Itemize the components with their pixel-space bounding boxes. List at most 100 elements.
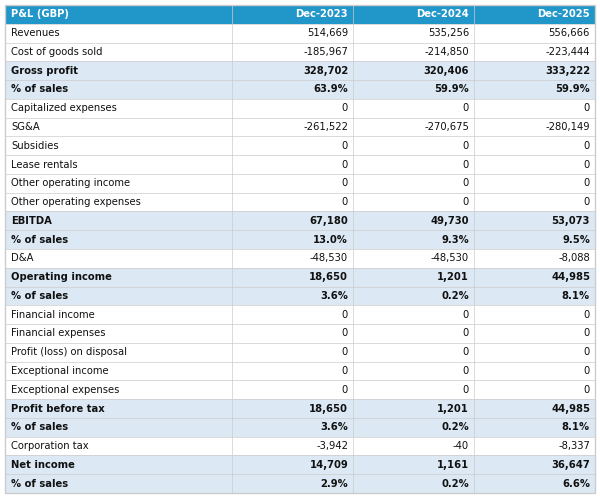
Text: 0: 0 — [342, 385, 348, 395]
Bar — [474, 230, 595, 249]
Bar — [5, 456, 232, 474]
Text: 44,985: 44,985 — [551, 272, 590, 282]
Bar — [474, 80, 595, 99]
Bar — [353, 80, 474, 99]
Bar — [353, 118, 474, 136]
Bar — [474, 24, 595, 42]
Text: 0.2%: 0.2% — [442, 291, 469, 301]
Bar — [5, 99, 232, 118]
Bar — [353, 380, 474, 399]
Text: 0: 0 — [342, 310, 348, 320]
Text: 2.9%: 2.9% — [320, 479, 348, 489]
Bar — [474, 286, 595, 305]
Text: 0: 0 — [342, 197, 348, 207]
Bar — [5, 80, 232, 99]
Text: 0: 0 — [342, 159, 348, 169]
Text: 18,650: 18,650 — [309, 403, 348, 413]
Text: 0.2%: 0.2% — [442, 479, 469, 489]
Bar — [232, 343, 353, 362]
Text: -185,967: -185,967 — [303, 47, 348, 57]
Text: 333,222: 333,222 — [545, 66, 590, 76]
Bar — [474, 437, 595, 456]
Text: Profit (loss) on disposal: Profit (loss) on disposal — [11, 347, 127, 357]
Bar — [353, 474, 474, 493]
Bar — [232, 230, 353, 249]
Bar — [232, 118, 353, 136]
Bar — [232, 268, 353, 286]
Bar — [474, 268, 595, 286]
Bar — [353, 5, 474, 24]
Text: -214,850: -214,850 — [424, 47, 469, 57]
Text: 0: 0 — [584, 141, 590, 151]
Bar — [232, 193, 353, 212]
Text: Exceptional income: Exceptional income — [11, 366, 109, 376]
Text: -8,337: -8,337 — [558, 441, 590, 451]
Text: D&A: D&A — [11, 253, 34, 263]
Text: 0: 0 — [584, 347, 590, 357]
Text: 0: 0 — [463, 329, 469, 339]
Bar — [5, 118, 232, 136]
Bar — [5, 42, 232, 61]
Text: 18,650: 18,650 — [309, 272, 348, 282]
Bar — [232, 80, 353, 99]
Bar — [5, 380, 232, 399]
Bar — [232, 136, 353, 155]
Bar — [353, 24, 474, 42]
Text: 9.3%: 9.3% — [442, 235, 469, 245]
Bar — [5, 437, 232, 456]
Text: 49,730: 49,730 — [431, 216, 469, 226]
Text: 0: 0 — [584, 159, 590, 169]
Text: Financial income: Financial income — [11, 310, 95, 320]
Bar — [474, 362, 595, 380]
Bar — [5, 474, 232, 493]
Text: 0: 0 — [584, 178, 590, 188]
Text: 0: 0 — [584, 103, 590, 113]
Bar — [5, 230, 232, 249]
Bar — [353, 249, 474, 268]
Bar — [474, 212, 595, 230]
Text: Cost of goods sold: Cost of goods sold — [11, 47, 103, 57]
Bar — [232, 380, 353, 399]
Bar — [5, 305, 232, 324]
Bar — [474, 5, 595, 24]
Text: 1,201: 1,201 — [437, 272, 469, 282]
Text: 0: 0 — [584, 366, 590, 376]
Text: 63.9%: 63.9% — [313, 85, 348, 95]
Text: Gross profit: Gross profit — [11, 66, 78, 76]
Bar — [5, 324, 232, 343]
Text: Operating income: Operating income — [11, 272, 112, 282]
Bar — [232, 212, 353, 230]
Text: 3.6%: 3.6% — [320, 291, 348, 301]
Bar — [232, 305, 353, 324]
Text: Corporation tax: Corporation tax — [11, 441, 89, 451]
Bar — [5, 136, 232, 155]
Bar — [474, 136, 595, 155]
Text: -8,088: -8,088 — [558, 253, 590, 263]
Bar — [232, 286, 353, 305]
Text: 0: 0 — [463, 141, 469, 151]
Text: 0: 0 — [584, 329, 590, 339]
Bar — [232, 324, 353, 343]
Bar — [353, 42, 474, 61]
Bar — [474, 155, 595, 174]
Bar — [232, 42, 353, 61]
Text: 0: 0 — [342, 366, 348, 376]
Bar — [353, 230, 474, 249]
Bar — [353, 155, 474, 174]
Text: 59.9%: 59.9% — [555, 85, 590, 95]
Text: Revenues: Revenues — [11, 28, 59, 38]
Bar — [232, 437, 353, 456]
Bar — [232, 5, 353, 24]
Text: 1,161: 1,161 — [437, 460, 469, 470]
Bar — [5, 193, 232, 212]
Bar — [5, 249, 232, 268]
Text: 67,180: 67,180 — [310, 216, 348, 226]
Bar — [232, 249, 353, 268]
Text: 0.2%: 0.2% — [442, 422, 469, 432]
Text: 0: 0 — [342, 347, 348, 357]
Bar — [474, 380, 595, 399]
Text: 59.9%: 59.9% — [434, 85, 469, 95]
Bar — [5, 24, 232, 42]
Text: -270,675: -270,675 — [424, 122, 469, 132]
Text: Lease rentals: Lease rentals — [11, 159, 77, 169]
